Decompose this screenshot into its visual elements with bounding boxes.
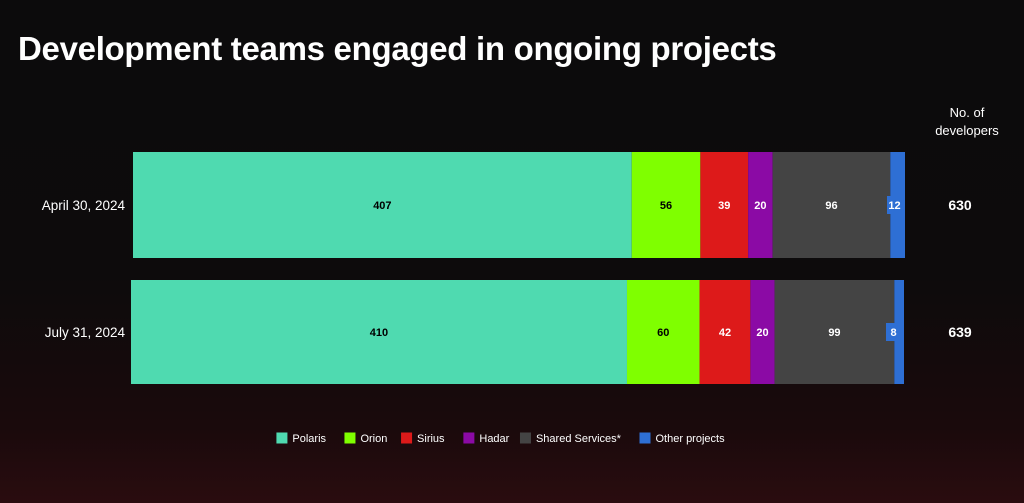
bar-segment-sirius xyxy=(699,280,751,384)
total-header-line: developers xyxy=(935,123,999,138)
legend-label: Orion xyxy=(360,433,387,445)
data-label: 96 xyxy=(825,200,837,212)
bar-row: April 30, 2024 407 56 39 20 96 12 630 xyxy=(42,152,972,258)
legend-item: Other projects xyxy=(639,432,726,445)
bar-segment-hadar xyxy=(750,280,775,384)
total-header-line: No. of xyxy=(950,105,985,120)
bars-group: April 30, 2024 407 56 39 20 96 12 630 July 31, 2… xyxy=(42,152,972,384)
legend-swatch xyxy=(401,432,413,444)
legend-swatch xyxy=(463,432,475,444)
data-label: 60 xyxy=(657,327,669,339)
bar-segment-hadar xyxy=(748,152,773,258)
data-label-box xyxy=(887,196,902,214)
data-label: 410 xyxy=(370,327,388,339)
legend-swatch xyxy=(344,432,356,444)
category-label: July 31, 2024 xyxy=(45,325,126,340)
category-label: April 30, 2024 xyxy=(42,198,126,213)
total-value: 630 xyxy=(948,197,972,213)
data-label: 99 xyxy=(828,327,840,339)
data-label: 12 xyxy=(888,200,900,212)
data-label: 42 xyxy=(719,327,731,339)
legend-item: Polaris xyxy=(276,432,327,445)
bar-segment-polaris xyxy=(133,152,632,258)
legend-swatch xyxy=(519,432,531,444)
data-label: 56 xyxy=(660,200,672,212)
total-value: 639 xyxy=(948,324,972,340)
bar-segment-orion xyxy=(631,152,701,258)
legend-item: Sirius xyxy=(401,432,445,445)
bar-segment-shared-services xyxy=(772,152,891,258)
data-label: 20 xyxy=(754,200,766,212)
bar-segment-shared-services xyxy=(774,280,895,384)
legend: Polaris Orion Sirius Hadar Shared Services* O… xyxy=(276,432,726,445)
bar-segment-orion xyxy=(626,280,700,384)
legend-item: Shared Services* xyxy=(519,432,622,445)
legend-label: Shared Services* xyxy=(536,433,622,445)
total-column-header: No. of developers xyxy=(935,105,999,138)
legend-item: Hadar xyxy=(463,432,510,445)
bar-row: July 31, 2024 410 60 42 20 99 8 639 xyxy=(45,280,972,384)
legend-swatch xyxy=(639,432,651,444)
legend-label: Hadar xyxy=(479,433,509,445)
data-label: 407 xyxy=(373,200,391,212)
chart-title: Development teams engaged in ongoing pro… xyxy=(18,30,777,67)
bar-segment-polaris xyxy=(131,280,627,384)
legend-label: Other projects xyxy=(656,433,726,445)
bar-segment-sirius xyxy=(700,152,749,258)
legend-swatch xyxy=(276,432,288,444)
legend-item: Orion xyxy=(344,432,387,445)
data-label: 39 xyxy=(718,200,730,212)
data-label: 20 xyxy=(756,327,768,339)
legend-label: Polaris xyxy=(292,433,326,445)
data-label-box xyxy=(886,323,901,341)
data-label: 8 xyxy=(890,327,896,339)
legend-label: Sirius xyxy=(417,433,445,445)
